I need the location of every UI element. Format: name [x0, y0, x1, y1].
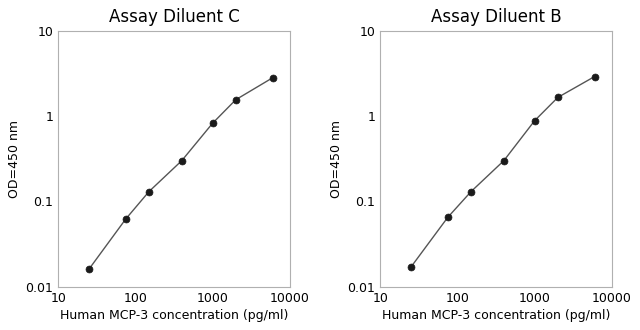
X-axis label: Human MCP-3 concentration (pg/ml): Human MCP-3 concentration (pg/ml) — [60, 309, 288, 322]
Title: Assay Diluent B: Assay Diluent B — [431, 8, 561, 26]
Y-axis label: OD=450 nm: OD=450 nm — [8, 120, 21, 198]
Y-axis label: OD=450 nm: OD=450 nm — [330, 120, 344, 198]
X-axis label: Human MCP-3 concentration (pg/ml): Human MCP-3 concentration (pg/ml) — [382, 309, 610, 322]
Title: Assay Diluent C: Assay Diluent C — [109, 8, 239, 26]
